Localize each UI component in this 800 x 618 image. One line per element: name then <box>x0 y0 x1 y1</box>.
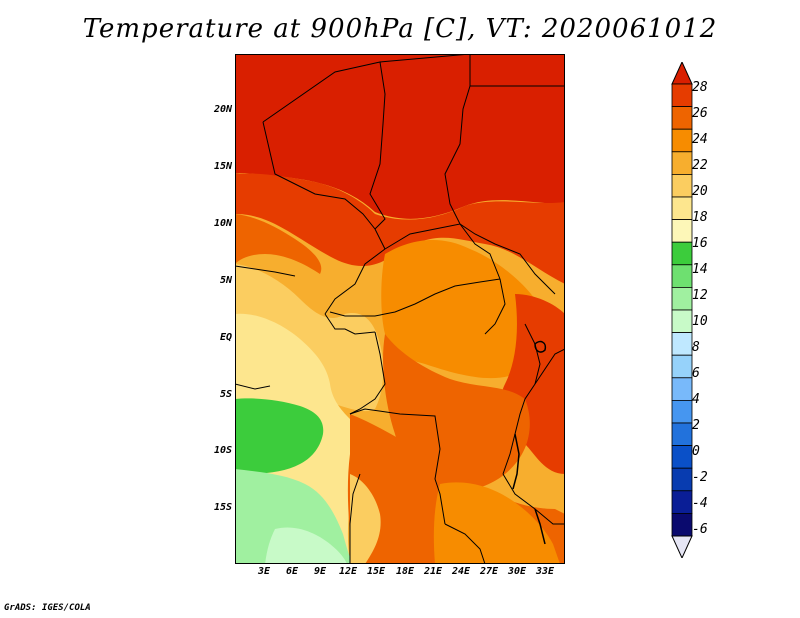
field-20c-southwest <box>350 474 381 564</box>
field-24c-west <box>235 214 322 274</box>
lon-label: 6E <box>285 566 299 577</box>
lon-label: 15E <box>366 566 386 577</box>
colorbar-level-label: 24 <box>692 132 708 147</box>
colorbar-level-label: 10 <box>692 314 708 329</box>
colorbar-level-label: 28 <box>692 80 708 95</box>
field-14c-green <box>235 398 324 474</box>
colorbar-level-label: 26 <box>692 106 708 121</box>
colorbar-segment <box>671 354 693 379</box>
field-22c-southeast <box>433 482 560 564</box>
temperature-map <box>235 54 565 564</box>
country-borders <box>235 54 565 564</box>
colorbar-segment <box>671 106 693 130</box>
lat-label: EQ <box>219 332 232 343</box>
grads-credit: GrADS: IGES/COLA <box>4 603 91 613</box>
colorbar-segment <box>671 309 693 334</box>
colorbar-segment <box>671 241 693 266</box>
colorbar-level-label: 14 <box>692 262 708 277</box>
lon-label: 3E <box>257 566 271 577</box>
colorbar-level-label: -2 <box>692 470 708 485</box>
colorbar-segment <box>671 128 693 153</box>
colorbar-level-label: 4 <box>692 392 700 407</box>
colorbar-segment <box>671 377 693 401</box>
colorbar-level-label: 18 <box>692 210 708 225</box>
lon-label: 27E <box>479 566 499 577</box>
colorbar-level-label: -4 <box>692 496 708 511</box>
field-10c-south <box>265 527 347 564</box>
colorbar-level-label: 16 <box>692 236 708 251</box>
colorbar-level-label: 22 <box>692 158 708 173</box>
colorbar-segment <box>671 399 693 424</box>
lat-label: 15N <box>213 161 232 172</box>
colorbar-segment <box>671 467 693 492</box>
colorbar-bottom-triangle <box>671 535 693 558</box>
lat-label: 10N <box>213 218 232 229</box>
colorbar-level-label: 8 <box>692 340 700 355</box>
colorbar-segment <box>671 422 693 447</box>
colorbar-segment <box>671 512 693 537</box>
colorbar-level-label: 12 <box>692 288 708 303</box>
lat-label: 10S <box>213 445 232 456</box>
colorbar-segment <box>671 264 693 288</box>
colorbar-level-label: 6 <box>692 366 700 381</box>
lakes <box>512 340 547 545</box>
lon-label: 18E <box>395 566 415 577</box>
colorbar-level-label: 20 <box>692 184 708 199</box>
colorbar-segment <box>671 445 693 469</box>
colorbar-level-label: 0 <box>692 444 700 459</box>
map-frame <box>235 54 565 564</box>
field-28c-north <box>235 54 565 219</box>
colorbar-segment <box>671 490 693 514</box>
lat-label: 5S <box>219 389 232 400</box>
colorbar-level-label: -6 <box>692 522 708 537</box>
map-title: Temperature at 900hPa [C], VT: 202006101… <box>82 14 718 44</box>
colorbar-level-label: 2 <box>692 418 700 433</box>
lon-label: 30E <box>507 566 527 577</box>
lon-label: 24E <box>451 566 471 577</box>
colorbar-segment <box>671 286 693 311</box>
colorbar-segment <box>671 196 693 221</box>
lon-label: 21E <box>423 566 443 577</box>
colorbar-segment <box>671 174 693 198</box>
lat-label: 15S <box>213 502 232 513</box>
colorbar-top-triangle <box>671 62 693 85</box>
colorbar-segment <box>671 83 693 108</box>
colorbar-segment <box>671 332 693 356</box>
lon-label: 12E <box>338 566 358 577</box>
field-24c-central <box>381 239 535 379</box>
colorbar-segment <box>671 151 693 175</box>
lon-label: 33E <box>535 566 555 577</box>
lat-label: 20N <box>213 104 232 115</box>
lat-label: 5N <box>219 275 232 286</box>
field-26c-band <box>235 173 565 284</box>
lon-label: 9E <box>313 566 327 577</box>
colorbar <box>671 62 693 558</box>
colorbar-segment <box>671 219 693 243</box>
